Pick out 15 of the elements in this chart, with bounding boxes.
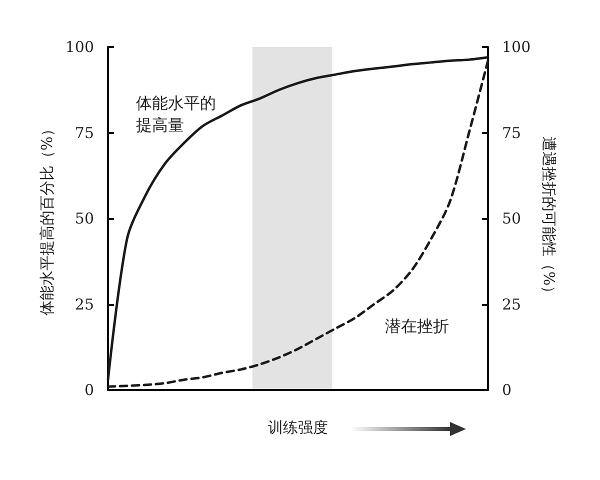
series-label: 潜在挫折 — [385, 316, 449, 336]
y2-tick-label: 100 — [502, 38, 531, 56]
y-tick-label: 75 — [74, 124, 94, 142]
y2-axis-title: 遭遇挫折的可能性（%） — [540, 136, 558, 301]
y2-tick-label: 75 — [502, 124, 522, 142]
y-tick-label: 100 — [65, 38, 94, 56]
y-tick-label: 0 — [84, 381, 94, 399]
y2-tick-label: 0 — [502, 381, 512, 399]
x-axis-title: 训练强度 — [268, 418, 328, 436]
y-axis-title: 体能水平提高的百分比（%） — [38, 121, 56, 316]
series-label: 体能水平的提高量 — [136, 94, 216, 134]
y-tick-label: 25 — [74, 295, 94, 314]
y-tick-label: 50 — [74, 210, 94, 228]
y2-tick-label: 25 — [502, 295, 522, 314]
y2-tick-label: 50 — [502, 210, 522, 228]
